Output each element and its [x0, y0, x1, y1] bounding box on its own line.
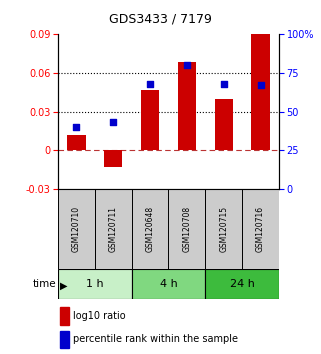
Bar	[60, 307, 69, 325]
Text: time: time	[32, 279, 56, 289]
Bar	[242, 189, 279, 269]
Point	[184, 62, 189, 68]
Point	[148, 81, 153, 86]
Bar	[169, 189, 205, 269]
Text: GSM120708: GSM120708	[182, 206, 191, 252]
Bar	[132, 189, 169, 269]
Point	[74, 124, 79, 130]
Bar	[251, 34, 270, 150]
Bar	[58, 269, 132, 299]
Bar	[178, 62, 196, 150]
Text: GSM120716: GSM120716	[256, 206, 265, 252]
Bar	[104, 150, 122, 167]
Text: 1 h: 1 h	[86, 279, 104, 289]
Point	[258, 82, 263, 88]
Text: GSM120715: GSM120715	[219, 206, 228, 252]
Bar	[58, 189, 95, 269]
Bar	[132, 269, 205, 299]
Text: GDS3433 / 7179: GDS3433 / 7179	[109, 12, 212, 25]
Text: 24 h: 24 h	[230, 279, 255, 289]
Bar	[141, 90, 159, 150]
Text: GSM120648: GSM120648	[146, 206, 155, 252]
Bar	[67, 135, 86, 150]
Point	[111, 120, 116, 125]
Text: percentile rank within the sample: percentile rank within the sample	[74, 335, 239, 344]
Text: GSM120711: GSM120711	[109, 206, 118, 252]
Bar	[205, 269, 279, 299]
Bar	[205, 189, 242, 269]
Text: 4 h: 4 h	[160, 279, 178, 289]
Bar	[214, 98, 233, 150]
Bar	[60, 331, 69, 348]
Text: GSM120710: GSM120710	[72, 206, 81, 252]
Point	[221, 81, 226, 86]
Bar	[95, 189, 132, 269]
Text: log10 ratio: log10 ratio	[74, 311, 126, 321]
Text: ▶: ▶	[60, 281, 68, 291]
